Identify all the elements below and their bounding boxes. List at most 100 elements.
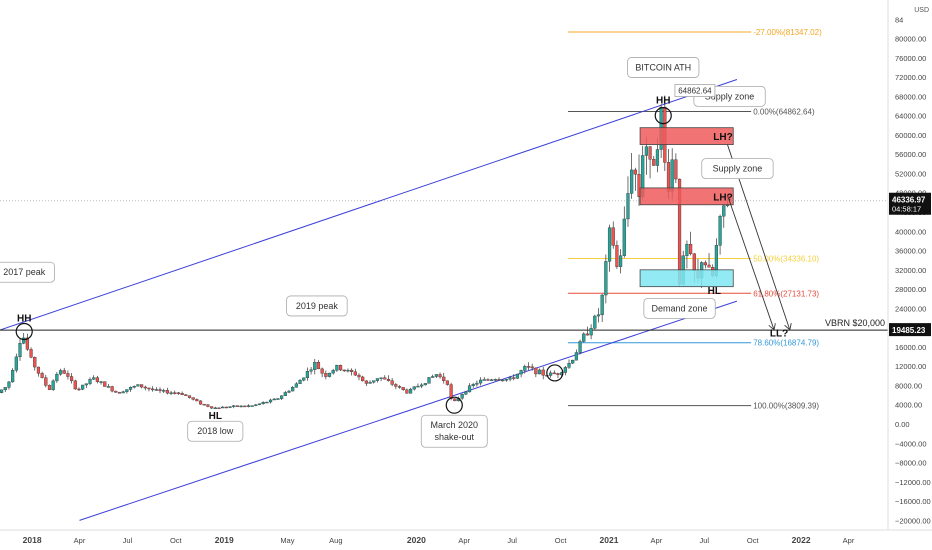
candle-body xyxy=(33,357,37,368)
candle-body xyxy=(316,362,321,370)
candle-body xyxy=(648,146,652,160)
zone-lh-label: LH? xyxy=(713,192,732,203)
x-tick-label: 2019 xyxy=(215,535,234,545)
candle-body xyxy=(276,398,280,400)
candle-body xyxy=(77,388,81,391)
zone-lh-label: LH? xyxy=(713,132,732,143)
ath-price-text: 64862.64 xyxy=(678,87,712,96)
annotation-text: shake-out xyxy=(434,432,474,442)
candle-body xyxy=(574,352,578,361)
channel-upper-line xyxy=(0,79,738,331)
candle-body xyxy=(132,386,136,388)
candle-body xyxy=(526,366,531,368)
candle-body xyxy=(169,392,173,394)
candle-body xyxy=(3,387,7,391)
candle-body xyxy=(493,379,497,381)
candle-body xyxy=(62,370,66,374)
annotation-box xyxy=(420,414,488,448)
candle-body xyxy=(103,381,107,387)
candle-body xyxy=(173,392,177,394)
candle-body xyxy=(357,374,361,378)
candle-body xyxy=(412,386,416,390)
candle-body xyxy=(195,399,199,402)
candle-body xyxy=(243,405,247,408)
candle-body xyxy=(106,386,111,388)
candle-body xyxy=(666,162,671,192)
candle-body xyxy=(596,314,601,317)
candle-body xyxy=(652,159,656,166)
candle-body xyxy=(147,387,151,390)
annotations-layer: HH HL HH HL LL? 2017 peak 2019 peak 2018 low Mar… xyxy=(0,57,790,448)
y-tick-label: −20000.00 xyxy=(895,516,931,525)
y-tick-label: 32000.00 xyxy=(895,266,926,275)
candle-body xyxy=(394,384,398,387)
annotation-text: Supply zone xyxy=(705,91,755,101)
candle-body xyxy=(7,381,11,388)
candle-body xyxy=(217,407,221,410)
candle-body xyxy=(187,395,192,398)
candle-body xyxy=(604,261,608,296)
candle-body xyxy=(66,373,70,377)
candle-body xyxy=(512,377,516,379)
candle-body xyxy=(655,149,660,166)
candle-body xyxy=(309,369,313,372)
candle-body xyxy=(184,394,188,396)
x-tick-label: 2020 xyxy=(407,535,426,545)
candle-body xyxy=(541,369,545,376)
candle-body xyxy=(125,389,129,392)
candle-body xyxy=(722,205,726,217)
candle-body xyxy=(287,390,291,393)
candle-body xyxy=(180,392,184,395)
candle-body xyxy=(707,264,711,268)
candle-body xyxy=(353,371,357,376)
y-tick-label: 80000.00 xyxy=(895,35,926,44)
candle-body xyxy=(453,398,457,402)
y-tick-label: 12000.00 xyxy=(895,362,926,371)
candle-body xyxy=(342,369,346,372)
candle-body xyxy=(272,398,276,401)
candle-body xyxy=(548,372,553,376)
candle-body xyxy=(44,377,48,386)
candle-body xyxy=(327,372,332,377)
candle-body xyxy=(55,373,59,382)
candle-body xyxy=(405,389,409,394)
candle-body xyxy=(593,315,597,329)
candle-body xyxy=(350,369,354,373)
candle-body xyxy=(239,405,243,408)
candle-body xyxy=(191,397,195,400)
x-tick-label: 2022 xyxy=(792,535,811,545)
candle-body xyxy=(305,371,310,379)
candle-body xyxy=(519,370,523,375)
x-tick-label: Oct xyxy=(747,536,760,545)
supply-zone-box xyxy=(639,127,734,145)
candle-body xyxy=(14,356,18,371)
candle-body xyxy=(523,366,527,371)
fib-level-label: 61.80%(27131.73) xyxy=(753,289,819,298)
annotation-text: Supply zone xyxy=(713,164,763,174)
candle-body xyxy=(427,377,431,384)
candle-body xyxy=(36,366,41,374)
candle-body xyxy=(198,400,203,405)
candle-body xyxy=(530,366,534,369)
candle-body xyxy=(128,387,133,390)
annotation-text: Demand zone xyxy=(652,303,708,313)
y-tick-label: 68000.00 xyxy=(895,92,926,101)
candle-body xyxy=(324,373,328,377)
fib-level-label: 50.00%(34336.10) xyxy=(753,255,819,264)
y-tick-label: −16000.00 xyxy=(895,497,931,506)
candle-body xyxy=(386,379,391,381)
candle-body xyxy=(497,379,501,381)
candle-body xyxy=(674,159,678,180)
candle-body xyxy=(486,379,490,381)
candle-body xyxy=(397,386,402,388)
candle-body xyxy=(331,370,335,374)
x-tick-label: 2021 xyxy=(600,535,619,545)
candle-body xyxy=(69,376,74,382)
candle-body xyxy=(110,386,114,392)
vbrn-price-text: 19485.23 xyxy=(892,326,926,335)
annotation-box xyxy=(286,295,348,317)
y-tick-label: 0.00 xyxy=(895,420,910,429)
candle-body xyxy=(235,405,239,407)
